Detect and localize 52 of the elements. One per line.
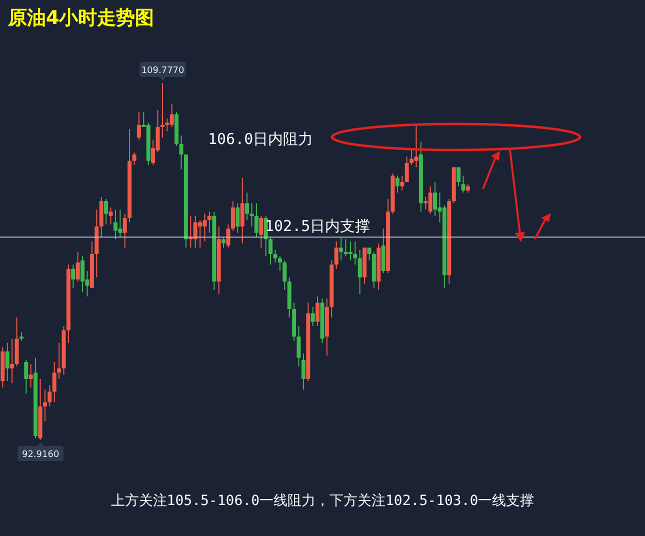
candlestick: [52, 362, 56, 403]
candlestick: [28, 364, 33, 388]
candlestick: [24, 359, 28, 394]
candlestick: [310, 306, 315, 327]
candlestick: [226, 224, 230, 248]
candlestick: [301, 353, 306, 390]
candlestick: [160, 83, 164, 138]
candlestick: [404, 156, 409, 183]
candlestick: [254, 202, 258, 238]
candlestick: [268, 236, 273, 266]
candlestick: [358, 249, 362, 295]
candlestick: [10, 338, 14, 384]
candlestick: [236, 202, 240, 234]
candlestick: [179, 134, 184, 170]
candlestick: [273, 249, 278, 263]
candlestick: [104, 198, 108, 225]
candlestick: [245, 192, 250, 221]
candlestick: [433, 182, 438, 216]
candlestick: [334, 240, 338, 270]
candlestick: [339, 236, 344, 261]
chart-title: 原油4小时走势图: [7, 7, 154, 29]
candlestick: [461, 175, 466, 194]
candlestick: [410, 150, 414, 166]
candlestick: [57, 342, 62, 380]
candlestick: [122, 213, 127, 248]
candlestick: [353, 240, 358, 266]
annotation: 106.0日内阻力: [208, 130, 314, 148]
candlestick: [5, 342, 10, 382]
candlestick: [296, 326, 301, 367]
candlestick: [42, 389, 47, 422]
candlestick: [367, 247, 372, 261]
candlestick: [207, 211, 212, 234]
candlestick: [282, 260, 287, 291]
candlestick: [456, 166, 461, 187]
candlestick: [71, 264, 76, 288]
candlestick: [48, 384, 52, 407]
candlestick: [278, 256, 282, 272]
annotation: 109.7770: [141, 66, 185, 76]
candlestick: [250, 202, 254, 227]
candlestick: [230, 200, 235, 232]
candlestick: [132, 152, 136, 166]
candlestick: [108, 206, 113, 225]
candlestick: [76, 251, 80, 282]
candlestick: [222, 236, 226, 248]
text: 上方关注105.5-106.0一线阻力，下方关注102.5-103.0一线支撑: [110, 493, 534, 509]
candlestick: [136, 112, 141, 140]
candlestick: [395, 175, 400, 194]
annotation: 92.9160: [22, 450, 60, 460]
candlestick: [240, 177, 244, 244]
candlestick: [400, 175, 404, 191]
candlestick: [259, 215, 264, 248]
candlestick: [316, 296, 320, 327]
